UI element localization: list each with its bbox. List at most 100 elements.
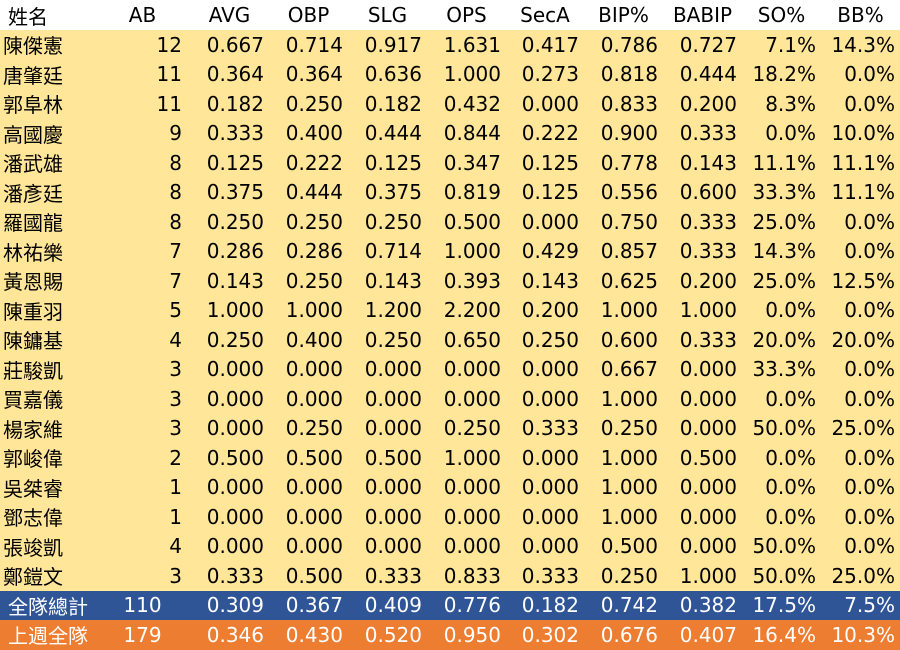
cell-ab: 11 (156, 62, 182, 87)
cell-obp: 0.444 (285, 180, 343, 205)
cell-seca: 0.200 (521, 298, 579, 323)
cell-bb: 0.0% (844, 91, 895, 116)
cell-ab: 3 (169, 357, 182, 382)
cell-babip: 0.000 (679, 475, 737, 500)
cell-bip: 0.500 (600, 534, 658, 559)
cell-bb: 0.0% (844, 239, 895, 264)
cell-ops: 0.650 (443, 327, 501, 352)
cell-so: 16.4% (752, 622, 816, 647)
cell-avg: 0.364 (206, 62, 264, 87)
cell-slg: 0.000 (364, 504, 422, 529)
cell-avg: 0.000 (206, 504, 264, 529)
cell-so: 0.0% (765, 475, 816, 500)
cell-obp: 0.000 (285, 357, 343, 382)
cell-slg: 0.520 (364, 622, 422, 647)
cell-bip: 0.778 (600, 150, 658, 175)
cell-avg: 0.143 (206, 268, 264, 293)
player-row: 陳重羽 5 1.000 1.000 1.200 2.200 0.200 1.000 1.000 0… (0, 295, 900, 325)
cell-ops: 0.000 (443, 504, 501, 529)
cell-ab: 3 (169, 563, 182, 588)
cell-obp: 0.000 (285, 504, 343, 529)
cell-so: 0.0% (765, 386, 816, 411)
player-row: 潘武雄 8 0.125 0.222 0.125 0.347 0.125 0.778 0.143 1… (0, 148, 900, 178)
header-so: SO% (757, 3, 806, 27)
cell-ab: 12 (156, 32, 182, 57)
cell-avg: 1.000 (206, 298, 264, 323)
cell-slg: 0.250 (364, 327, 422, 352)
cell-ops: 0.000 (443, 534, 501, 559)
cell-ops: 1.000 (443, 445, 501, 470)
header-ab: AB (128, 3, 157, 27)
cell-seca: 0.000 (521, 209, 579, 234)
cell-avg: 0.333 (206, 563, 264, 588)
cell-obp: 0.250 (285, 91, 343, 116)
player-row: 潘彥廷 8 0.375 0.444 0.375 0.819 0.125 0.556 0.600 3… (0, 177, 900, 207)
cell-babip: 0.000 (679, 534, 737, 559)
player-row: 陳鏞基 4 0.250 0.400 0.250 0.650 0.250 0.600 0.333 2… (0, 325, 900, 355)
cell-name: 陳重羽 (3, 299, 63, 324)
cell-ab: 179 (123, 622, 162, 647)
cell-slg: 0.000 (364, 475, 422, 500)
cell-slg: 0.636 (364, 62, 422, 87)
player-row: 高國慶 9 0.333 0.400 0.444 0.844 0.222 0.900 0.333 0… (0, 118, 900, 148)
cell-so: 25.0% (752, 268, 816, 293)
player-row: 郭阜林 11 0.182 0.250 0.182 0.432 0.000 0.833 0.200… (0, 89, 900, 119)
cell-bb: 0.0% (844, 475, 895, 500)
cell-so: 11.1% (752, 150, 816, 175)
cell-seca: 0.000 (521, 386, 579, 411)
cell-babip: 0.000 (679, 504, 737, 529)
cell-babip: 0.143 (679, 150, 737, 175)
cell-seca: 0.000 (521, 504, 579, 529)
cell-avg: 0.000 (206, 534, 264, 559)
cell-bb: 0.0% (844, 298, 895, 323)
header-avg: AVG (208, 3, 251, 27)
cell-avg: 0.346 (206, 622, 264, 647)
cell-seca: 0.250 (521, 327, 579, 352)
cell-bb: 20.0% (831, 327, 895, 352)
cell-seca: 0.302 (521, 622, 579, 647)
header-bb: BB% (837, 3, 884, 27)
cell-ops: 0.819 (443, 180, 501, 205)
cell-slg: 0.409 (364, 593, 422, 618)
cell-obp: 0.000 (285, 475, 343, 500)
cell-babip: 0.000 (679, 416, 737, 441)
cell-so: 17.5% (752, 593, 816, 618)
cell-ops: 0.393 (443, 268, 501, 293)
cell-bip: 0.742 (600, 593, 658, 618)
cell-bip: 0.676 (600, 622, 658, 647)
header-slg: SLG (367, 3, 408, 27)
cell-slg: 1.200 (364, 298, 422, 323)
cell-bb: 0.0% (844, 357, 895, 382)
cell-avg: 0.333 (206, 121, 264, 146)
cell-slg: 0.000 (364, 386, 422, 411)
cell-obp: 0.250 (285, 209, 343, 234)
player-row: 鄧志偉 1 0.000 0.000 0.000 0.000 0.000 1.000 0.000 0… (0, 502, 900, 532)
cell-slg: 0.333 (364, 563, 422, 588)
cell-obp: 0.286 (285, 239, 343, 264)
cell-bip: 0.900 (600, 121, 658, 146)
last-week-row: 上週全隊 179 0.346 0.430 0.520 0.950 0.302 0.676 0.4… (0, 620, 900, 650)
cell-ab: 11 (156, 91, 182, 116)
cell-so: 33.3% (752, 180, 816, 205)
cell-babip: 0.333 (679, 121, 737, 146)
cell-bb: 12.5% (831, 268, 895, 293)
cell-name: 買嘉儀 (3, 388, 63, 413)
cell-ab: 4 (169, 327, 182, 352)
cell-ab: 5 (169, 298, 182, 323)
header-seca: SecA (520, 3, 570, 27)
cell-bip: 0.818 (600, 62, 658, 87)
player-row: 莊駿凱 3 0.000 0.000 0.000 0.000 0.000 0.667 0.000 3… (0, 354, 900, 384)
cell-babip: 1.000 (679, 298, 737, 323)
cell-avg: 0.000 (206, 357, 264, 382)
cell-slg: 0.250 (364, 209, 422, 234)
player-row: 郭峻偉 2 0.500 0.500 0.500 1.000 0.000 1.000 0.500 0… (0, 443, 900, 473)
cell-bip: 0.600 (600, 327, 658, 352)
cell-so: 33.3% (752, 357, 816, 382)
cell-babip: 0.200 (679, 91, 737, 116)
cell-babip: 0.444 (679, 62, 737, 87)
cell-avg: 0.309 (206, 593, 264, 618)
cell-so: 0.0% (765, 298, 816, 323)
cell-seca: 0.417 (521, 32, 579, 57)
cell-bb: 14.3% (831, 32, 895, 57)
